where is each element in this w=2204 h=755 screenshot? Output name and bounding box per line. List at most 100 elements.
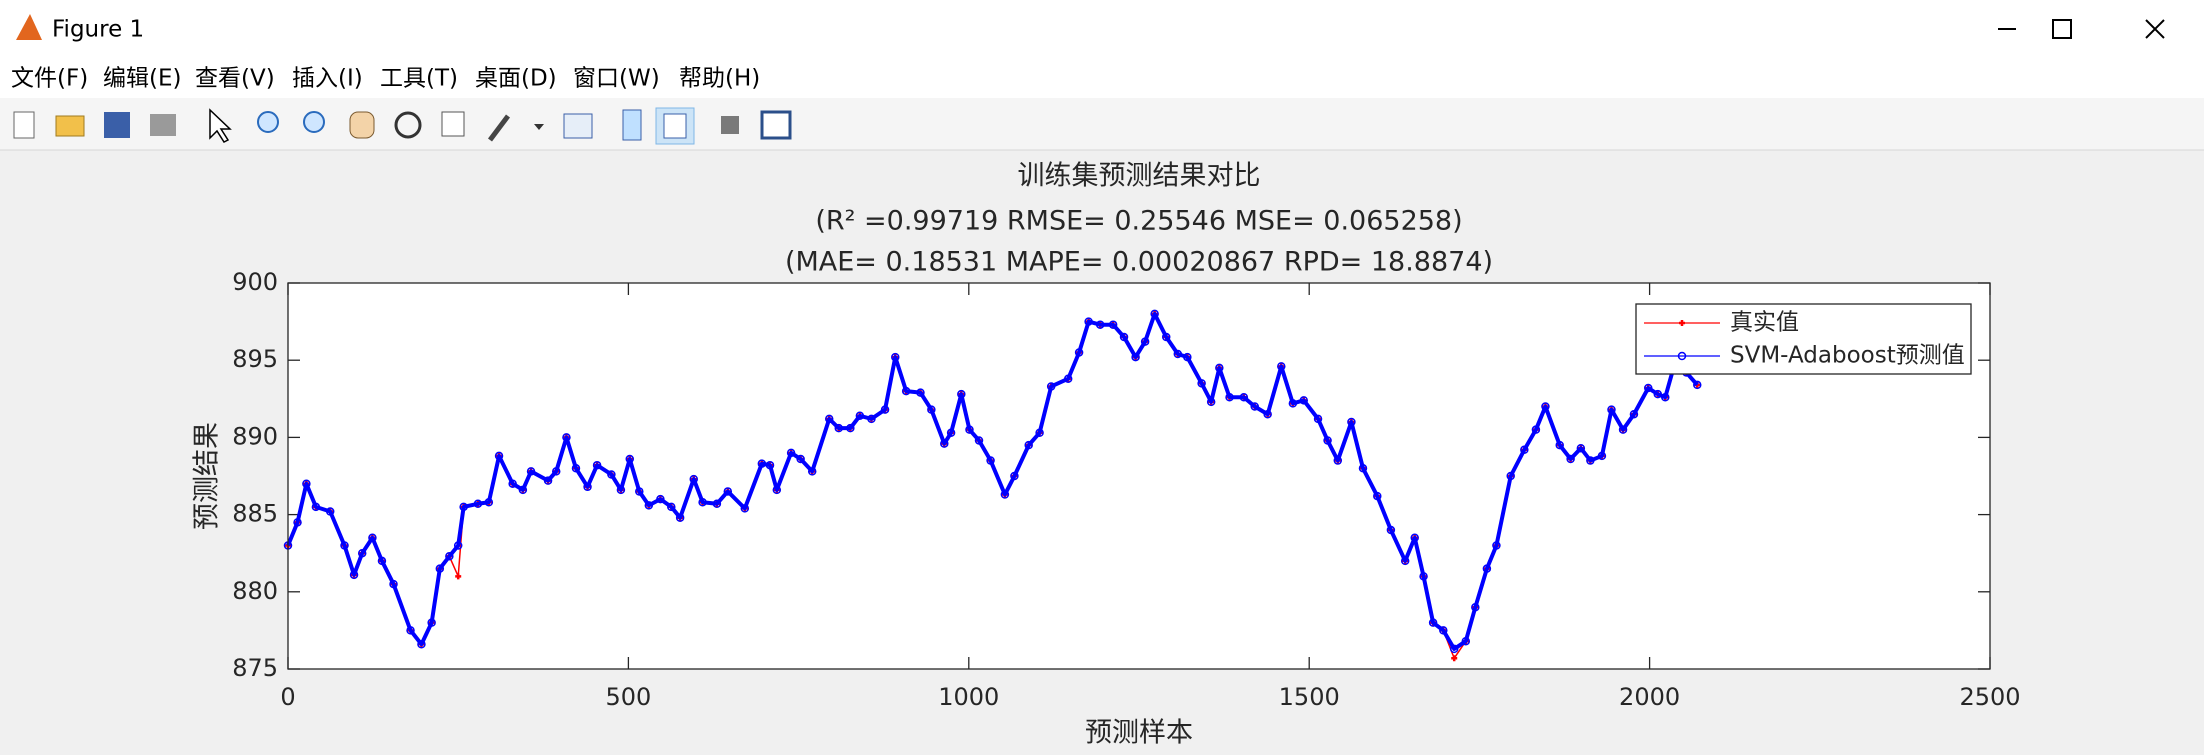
data-point: [1531, 425, 1541, 434]
menu-item[interactable]: 编辑(E): [103, 66, 181, 92]
app-icon: [16, 14, 42, 40]
data-point: [1661, 393, 1670, 402]
data-point: [867, 414, 876, 424]
legend-marker: [1679, 320, 1685, 326]
data-point: [1108, 320, 1118, 329]
data-point: [723, 487, 733, 496]
window-title: Figure 1: [52, 17, 144, 43]
menu-item[interactable]: 插入(I): [292, 66, 363, 92]
open-icon[interactable]: [55, 115, 85, 137]
data-point: [1643, 383, 1653, 393]
data-point: [740, 504, 750, 513]
dock-icon[interactable]: [760, 110, 792, 140]
save-icon[interactable]: [104, 112, 130, 138]
data-point: [406, 626, 415, 635]
data-point: [757, 459, 767, 468]
data-point: [855, 411, 865, 421]
y-axis-label: 预测结果: [192, 422, 223, 530]
data-point: [1225, 393, 1234, 402]
pointer-icon[interactable]: [209, 108, 232, 143]
legend: 真实值 SVM-Adaboost预测值: [1635, 303, 1972, 375]
data-point: [1358, 464, 1368, 473]
data-point: [325, 507, 335, 516]
data-point: [1386, 525, 1396, 535]
datatip-icon[interactable]: [441, 111, 465, 137]
menu-item[interactable]: 查看(V): [195, 66, 275, 92]
data-point: [1419, 572, 1428, 581]
menu-item[interactable]: 工具(T): [380, 66, 458, 92]
data-point: [389, 579, 398, 589]
data-point: [765, 460, 775, 470]
data-point: [1555, 440, 1564, 450]
data-point: [508, 479, 517, 488]
print-icon[interactable]: [150, 114, 176, 136]
data-point: [667, 502, 676, 512]
data-point: [1206, 397, 1216, 407]
data-point: [526, 467, 536, 476]
menu-item[interactable]: 桌面(D): [475, 66, 557, 92]
data-point: [1576, 443, 1586, 453]
data-point: [1586, 456, 1595, 465]
data-point: [1046, 382, 1056, 391]
data-point: [1541, 402, 1550, 411]
legend-marker: [1677, 351, 1687, 361]
maximize-button[interactable]: [2052, 19, 2072, 39]
data-point: [484, 497, 494, 507]
legend-label: 真实值: [1730, 310, 1799, 336]
data-point: [1161, 332, 1171, 342]
data-point: [1607, 405, 1616, 414]
data-point: [644, 501, 654, 510]
menu-items: 文件(F) 编辑(E) 查看(V) 插入(I) 工具(T) 桌面(D) 窗口(W) 帮助(H): [11, 66, 760, 92]
x-tick-label: 0: [280, 683, 295, 711]
data-point: [946, 428, 956, 438]
rotate-icon[interactable]: [394, 111, 422, 139]
data-point: [616, 485, 626, 495]
data-point: [571, 464, 581, 473]
hide-tools-icon[interactable]: [721, 116, 739, 134]
zoom-out-icon[interactable]: [303, 111, 325, 133]
data-point: [1347, 417, 1356, 427]
y-tick-label: 880: [232, 577, 278, 605]
data-point: [1063, 374, 1073, 383]
data-point: [494, 451, 504, 461]
menu-item[interactable]: 帮助(H): [679, 66, 760, 92]
data-point: [1119, 332, 1129, 342]
data-point: [1471, 602, 1480, 612]
data-point: [340, 541, 349, 550]
data-point: [1024, 440, 1033, 450]
toolbar-bg: [0, 98, 2204, 150]
close-button[interactable]: [2145, 19, 2165, 39]
pan-icon[interactable]: [349, 111, 375, 139]
data-point: [1173, 349, 1183, 359]
data-point: [1597, 451, 1607, 461]
data-point: [311, 502, 321, 512]
data-point: [656, 494, 665, 504]
menu-item[interactable]: 文件(F): [11, 66, 88, 92]
new-icon[interactable]: [13, 111, 35, 139]
data-point: [986, 456, 995, 465]
data-point: [689, 474, 699, 484]
x-tick-label: 2000: [1619, 683, 1680, 711]
data-point: [1520, 445, 1529, 455]
link-icon[interactable]: [563, 113, 593, 139]
series-line: [286, 311, 1699, 651]
data-point: [796, 454, 805, 464]
legend-icon[interactable]: [663, 113, 687, 139]
colorbar-icon[interactable]: [622, 109, 642, 141]
chart-title: 训练集预测结果对比: [1018, 161, 1261, 192]
data-point: [1140, 337, 1150, 346]
data-point: [1035, 428, 1044, 438]
y-tick-label: 895: [232, 345, 278, 373]
data-point: [1566, 454, 1575, 464]
menu-item[interactable]: 窗口(W): [573, 66, 660, 92]
data-point: [901, 386, 911, 396]
data-point: [1197, 379, 1206, 388]
data-point: [1449, 644, 1459, 654]
zoom-in-icon[interactable]: [257, 111, 279, 133]
data-point: [891, 352, 900, 362]
brush-dropdown[interactable]: [534, 124, 544, 130]
brush-icon[interactable]: [488, 114, 510, 142]
data-point: [1000, 490, 1010, 499]
data-point: [1215, 363, 1224, 373]
